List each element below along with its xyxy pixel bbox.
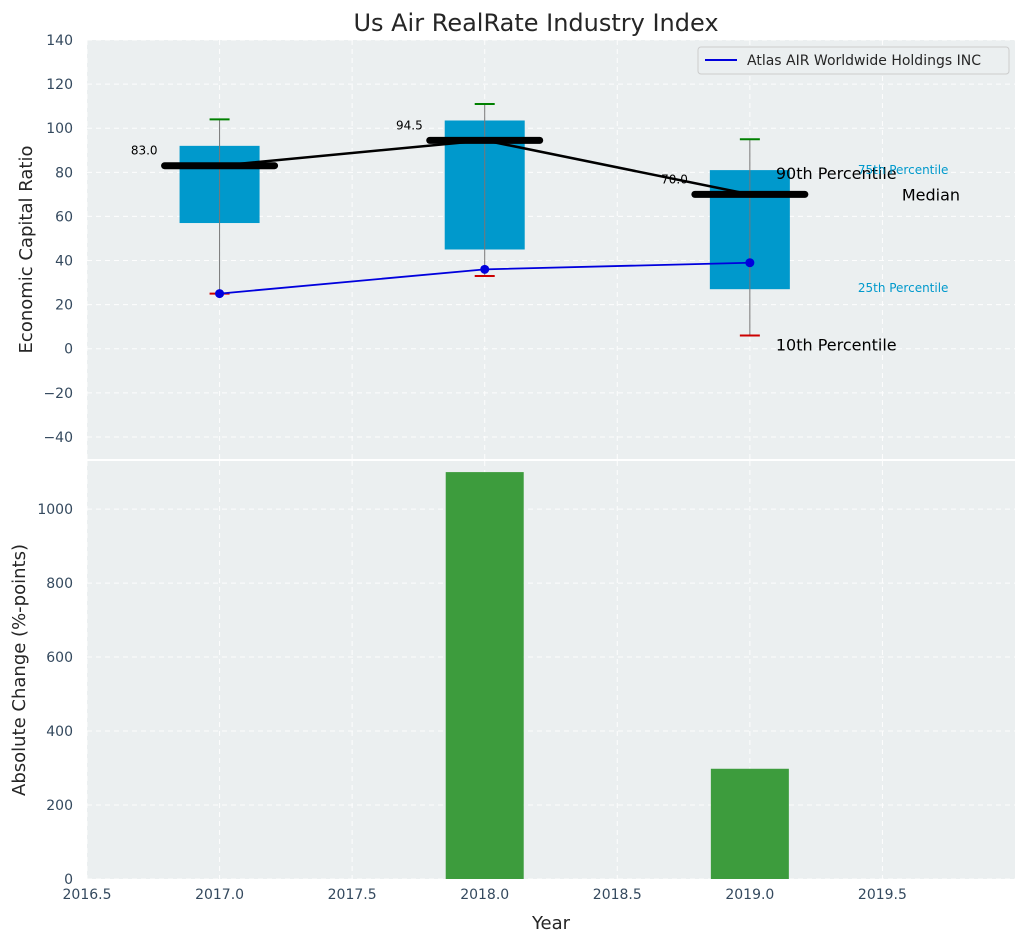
x-tick-label: 2018.0 bbox=[460, 887, 509, 903]
legend-box bbox=[697, 46, 1010, 75]
y-tick-label: 600 bbox=[46, 650, 73, 666]
y-tick-label: 60 bbox=[55, 209, 73, 225]
y-tick-label: 1000 bbox=[37, 502, 73, 518]
company-series-point bbox=[480, 264, 490, 274]
y-tick-label: 40 bbox=[55, 254, 73, 270]
y-axis-label: Absolute Change (%-points) bbox=[9, 544, 30, 796]
company-series-point bbox=[745, 258, 755, 268]
x-axis-label: Year bbox=[531, 913, 571, 934]
y-tick-label: 140 bbox=[46, 33, 73, 49]
x-tick-label: 2019.0 bbox=[725, 887, 774, 903]
median-value-label: 94.5 bbox=[396, 118, 423, 132]
legend: Atlas AIR Worldwide Holdings INC bbox=[697, 46, 1010, 75]
annotation-median: Median bbox=[902, 185, 960, 204]
x-tick-label: 2019.5 bbox=[858, 887, 907, 903]
chart-title: Us Air RealRate Industry Index bbox=[353, 9, 718, 37]
box-plot-axes: 140 120 100 80 60 40 20 0 −20 −40 Economic Capital… bbox=[16, 33, 1015, 459]
y-tick-label: 120 bbox=[46, 77, 73, 93]
x-tick-label: 2016.5 bbox=[63, 887, 112, 903]
y-tick-label: 20 bbox=[55, 298, 73, 314]
annotation-10th: 10th Percentile bbox=[776, 336, 897, 355]
y-tick-label: 0 bbox=[64, 872, 73, 888]
y-tick-label: 100 bbox=[46, 121, 73, 137]
bar bbox=[710, 768, 789, 879]
x-tick-label: 2017.0 bbox=[195, 887, 244, 903]
legend-entry: Atlas AIR Worldwide Holdings INC bbox=[747, 53, 981, 69]
annotation-25th: 25th Percentile bbox=[858, 281, 949, 295]
y-tick-label: −40 bbox=[43, 430, 73, 446]
annotation-90th: 90th Percentile bbox=[776, 164, 897, 183]
bar bbox=[445, 472, 524, 879]
y-axis-label: Economic Capital Ratio bbox=[16, 146, 37, 354]
y-tick-label: 800 bbox=[46, 576, 73, 592]
y-tick-label: 0 bbox=[64, 342, 73, 358]
plot-area bbox=[87, 40, 1015, 459]
y-tick-label: 400 bbox=[46, 724, 73, 740]
x-tick-label: 2018.5 bbox=[593, 887, 642, 903]
plot-area bbox=[87, 461, 1015, 879]
company-series-point bbox=[215, 289, 225, 299]
y-tick-label: 200 bbox=[46, 798, 73, 814]
annotation-75th: 75th Percentile bbox=[858, 163, 949, 177]
y-tick-label: −20 bbox=[43, 386, 73, 402]
median-value-label: 70.0 bbox=[661, 172, 688, 186]
median-value-label: 83.0 bbox=[131, 144, 158, 158]
y-tick-label: 80 bbox=[55, 165, 73, 181]
x-tick-label: 2017.5 bbox=[328, 887, 377, 903]
